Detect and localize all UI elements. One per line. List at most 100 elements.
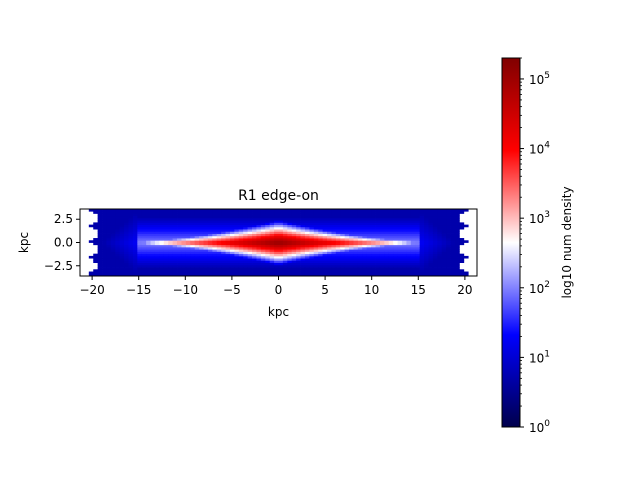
heatmap-cell: [168, 222, 174, 226]
heatmap-cell: [282, 226, 288, 230]
heatmap-cell: [437, 249, 443, 252]
heatmap-cell: [278, 222, 284, 226]
heatmap-cell: [269, 267, 275, 270]
heatmap-cell: [132, 224, 138, 228]
heatmap-cell: [265, 215, 271, 219]
heatmap-cell: [102, 215, 107, 219]
heatmap-cell: [265, 251, 271, 255]
heatmap-cell: [203, 258, 209, 261]
heatmap-cell: [137, 231, 143, 234]
heatmap-cell: [379, 235, 385, 239]
heatmap-cell: [115, 215, 121, 219]
heatmap-cell: [269, 255, 275, 259]
heatmap-cell: [327, 235, 332, 239]
heatmap-cell: [102, 217, 107, 221]
heatmap-cell: [327, 231, 332, 234]
heatmap-cell: [379, 264, 385, 268]
heatmap-cell: [128, 215, 134, 219]
heatmap-cell: [199, 264, 204, 268]
heatmap-cell: [221, 220, 226, 223]
heatmap-cell: [97, 226, 103, 230]
heatmap-cell: [300, 238, 306, 241]
heatmap-cell: [225, 215, 231, 219]
heatmap-cell: [168, 242, 174, 246]
heatmap-cell: [357, 226, 363, 230]
heatmap-cell: [331, 222, 337, 226]
heatmap-cell: [357, 249, 363, 252]
heatmap-cell: [419, 224, 425, 228]
heatmap-cell: [410, 238, 416, 241]
heatmap-cell: [168, 231, 174, 234]
heatmap-cell: [410, 217, 416, 221]
heatmap-cell: [106, 209, 112, 212]
heatmap-cell: [252, 262, 257, 266]
heatmap-cell: [260, 226, 266, 230]
heatmap-cell: [212, 242, 218, 246]
heatmap-cell: [397, 215, 403, 219]
heatmap-cell: [141, 267, 147, 270]
heatmap-cell: [313, 235, 319, 239]
heatmap-cell: [146, 273, 151, 276]
heatmap-cell: [428, 233, 434, 237]
heatmap-cell: [159, 231, 165, 234]
heatmap-cell: [406, 209, 412, 212]
heatmap-cell: [154, 217, 160, 221]
heatmap-cell: [379, 211, 385, 214]
heatmap-cell: [340, 229, 346, 232]
heatmap-cell: [322, 253, 328, 257]
heatmap-cell: [229, 231, 235, 234]
heatmap-cell: [154, 240, 160, 243]
heatmap-cell: [203, 253, 209, 257]
heatmap-cell: [252, 215, 257, 219]
heatmap-cell: [424, 229, 429, 232]
heatmap-cell: [137, 264, 143, 268]
heatmap-cell: [141, 224, 147, 228]
heatmap-cell: [397, 264, 403, 268]
heatmap-cell: [128, 217, 134, 221]
heatmap-cell: [234, 242, 240, 246]
heatmap-cell: [432, 217, 438, 221]
heatmap-cell: [415, 267, 421, 270]
heatmap-cell: [150, 233, 156, 237]
heatmap-cell: [287, 258, 293, 261]
heatmap-cell: [353, 211, 359, 214]
heatmap-cell: [304, 222, 310, 226]
heatmap-cell: [190, 273, 196, 276]
heatmap-cell: [168, 249, 174, 252]
heatmap-cell: [406, 220, 412, 223]
heatmap-cell: [415, 213, 421, 217]
heatmap-cell: [168, 209, 174, 212]
heatmap-cell: [168, 255, 174, 259]
heatmap-cell: [203, 211, 209, 214]
heatmap-cell: [141, 249, 147, 252]
heatmap-cell: [309, 226, 315, 230]
heatmap-cell: [203, 242, 209, 246]
heatmap-cell: [177, 235, 182, 239]
heatmap-cell: [349, 209, 354, 212]
heatmap-cell: [406, 253, 412, 257]
heatmap-cell: [221, 233, 226, 237]
heatmap-cell: [428, 226, 434, 230]
heatmap-cell: [190, 209, 196, 212]
heatmap-cell: [428, 222, 434, 226]
heatmap-cell: [93, 224, 99, 228]
heatmap-cell: [340, 264, 346, 268]
heatmap-cell: [353, 264, 359, 268]
heatmap-cell: [207, 222, 213, 226]
heatmap-cell: [137, 222, 143, 226]
heatmap-cell: [238, 238, 244, 241]
heatmap-cell: [124, 246, 129, 250]
heatmap-cell: [454, 231, 460, 234]
heatmap-cell: [225, 226, 231, 230]
heatmap-cell: [256, 224, 262, 228]
heatmap-cell: [190, 258, 196, 261]
heatmap-cell: [459, 226, 465, 230]
heatmap-cell: [349, 273, 354, 276]
heatmap-cell: [344, 269, 350, 272]
heatmap-cell: [181, 253, 187, 257]
heatmap-cell: [304, 264, 310, 268]
heatmap-cell: [154, 244, 160, 248]
heatmap-cell: [199, 251, 204, 255]
heatmap-cell: [212, 229, 218, 232]
heatmap-cell: [234, 267, 240, 270]
